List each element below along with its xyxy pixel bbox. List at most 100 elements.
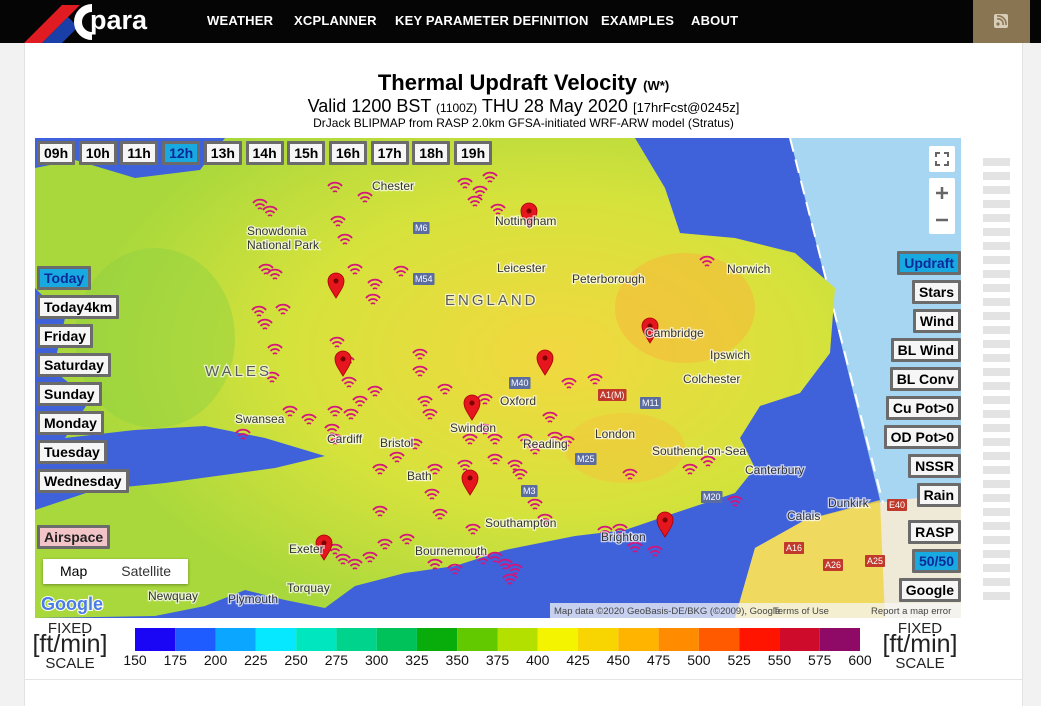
day-button[interactable]: Today4km — [37, 295, 120, 319]
place-label: Bournemouth — [415, 544, 487, 558]
station-arc — [457, 177, 473, 189]
station-arc — [412, 365, 428, 377]
place-label: Calais — [787, 509, 820, 523]
zoom-in[interactable] — [936, 187, 948, 199]
hour-button[interactable]: 10h — [78, 141, 117, 165]
pin-body — [334, 350, 352, 377]
param-button[interactable]: Rain — [916, 483, 961, 507]
day-button[interactable]: Friday — [37, 324, 94, 348]
day-button[interactable]: Tuesday — [37, 440, 107, 464]
hour-button[interactable]: 13h — [203, 141, 242, 165]
day-button[interactable]: Monday — [37, 411, 104, 435]
station-icon — [527, 443, 543, 455]
strip-segment — [983, 256, 1010, 264]
param-button[interactable]: BL Wind — [890, 338, 961, 362]
pin-dot — [321, 540, 327, 546]
road-label: M25 — [577, 454, 595, 464]
pin-dot — [333, 278, 339, 284]
scale-cell — [779, 628, 820, 651]
pin-dot — [662, 517, 668, 523]
attribution-bg — [550, 603, 961, 618]
param-button[interactable]: BL Conv — [889, 367, 961, 391]
station-arc — [301, 413, 317, 425]
scale-caption: SCALE — [895, 655, 944, 672]
param-button[interactable]: Wind — [912, 309, 961, 333]
scale-label: 550 — [768, 652, 792, 668]
hour-button[interactable]: 12h — [162, 141, 201, 165]
station-icon — [490, 203, 506, 215]
attribution-text[interactable]: Terms of Use — [773, 606, 829, 617]
scale-label: 150 — [123, 652, 147, 668]
nav-item[interactable]: KEY PARAMETER DEFINITION — [395, 13, 589, 28]
road-shield: A16 — [784, 542, 805, 554]
airspace-button[interactable]: Airspace — [37, 525, 111, 549]
day-button[interactable]: Saturday — [37, 353, 111, 377]
param-button[interactable]: OD Pot>0 — [883, 425, 961, 449]
station-icon — [267, 343, 283, 355]
source-button[interactable]: Google — [898, 578, 961, 602]
station-icon — [487, 551, 503, 563]
station-arc — [335, 553, 351, 565]
station-arc — [282, 405, 298, 417]
day-button[interactable]: Sunday — [37, 382, 102, 406]
param-button[interactable]: NSSR — [908, 454, 961, 478]
pin-dot — [467, 475, 473, 481]
road-label: E40 — [889, 500, 905, 510]
scale-caption: FIXED — [48, 620, 92, 637]
station-icon — [377, 538, 393, 550]
hour-button[interactable]: 17h — [370, 141, 409, 165]
param-button[interactable]: Cu Pot>0 — [885, 396, 961, 420]
fullscreen-button[interactable] — [929, 146, 955, 172]
source-button[interactable]: 50/50 — [911, 549, 961, 573]
hour-button[interactable]: 19h — [454, 141, 493, 165]
scale-cell — [698, 628, 740, 651]
hour-button[interactable]: 18h — [412, 141, 451, 165]
station-icon — [457, 459, 473, 471]
station-arc — [352, 395, 368, 407]
station-icon — [327, 181, 343, 193]
param-button[interactable]: Updraft — [897, 251, 961, 275]
nav-item[interactable]: EXAMPLES — [601, 13, 675, 28]
logo-shape — [74, 4, 93, 40]
scale-cell — [296, 628, 337, 651]
day-button[interactable]: Wednesday — [37, 469, 129, 493]
scale-label: 475 — [647, 652, 671, 668]
hour-button[interactable]: 11h — [120, 141, 158, 165]
nav-item[interactable]: XCPLANNER — [294, 13, 377, 28]
map-type-button[interactable]: Map — [60, 563, 88, 579]
strip-segment — [983, 424, 1010, 432]
place-label: WALES — [205, 363, 272, 380]
nav-item[interactable]: WEATHER — [207, 13, 274, 28]
station-icon — [507, 563, 523, 575]
attribution-text[interactable]: Report a map error — [871, 606, 951, 617]
param-button[interactable]: Stars — [911, 280, 961, 304]
station-icon — [457, 177, 473, 189]
attribution-text: Map data ©2020 GeoBasis-DE/BKG (©2009), … — [554, 606, 780, 617]
zoom-strip — [983, 158, 1010, 600]
hour-button[interactable]: 16h — [328, 141, 368, 165]
source-button[interactable]: RASP — [908, 520, 961, 544]
station-arc — [422, 408, 438, 420]
strip-segment — [983, 550, 1010, 558]
hour-button[interactable]: 14h — [245, 141, 284, 165]
station-arc — [377, 538, 393, 550]
logo[interactable]: para — [22, 0, 172, 43]
nav-bar: para WEATHER XCPLANNER KEY PARAMETER DEFIN… — [0, 0, 1041, 43]
station-arc — [275, 303, 291, 315]
scale-label: 175 — [164, 652, 188, 668]
rss-button[interactable] — [973, 0, 1030, 43]
station-arc — [627, 541, 643, 553]
scale-label: 575 — [808, 652, 832, 668]
station-icon — [367, 278, 383, 290]
date: THU 28 May 2020 — [481, 96, 628, 116]
hour-button[interactable]: 15h — [287, 141, 326, 165]
station-arc — [372, 505, 388, 517]
station-icon — [437, 383, 453, 395]
station-icon — [257, 318, 273, 330]
map-type-button[interactable]: Satellite — [121, 563, 172, 579]
nav-item[interactable]: ABOUT — [691, 13, 739, 28]
day-button[interactable]: Today — [37, 266, 92, 290]
hour-button[interactable]: 09h — [37, 141, 76, 165]
station-arc — [343, 408, 359, 420]
